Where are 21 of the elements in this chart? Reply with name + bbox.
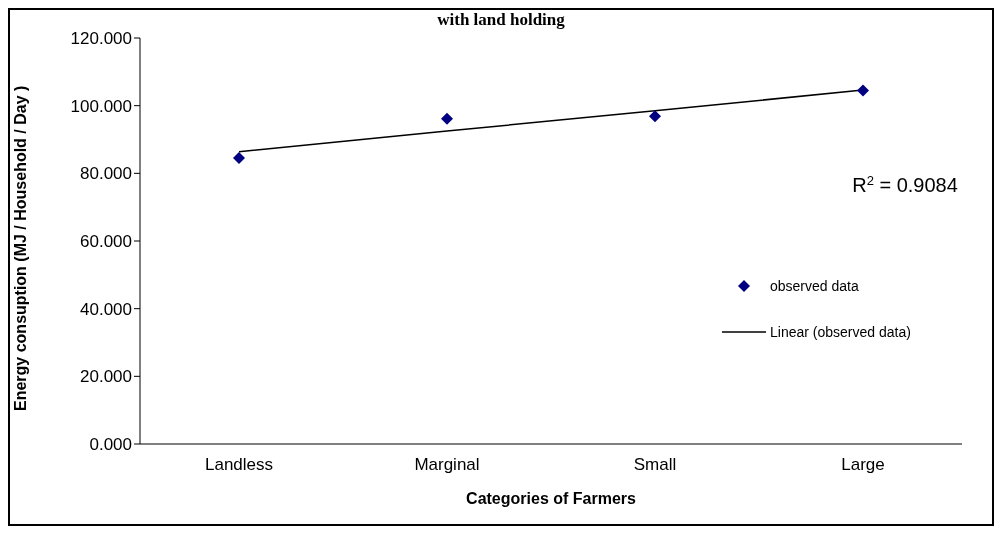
y-tick-label: 60.000 <box>80 232 132 252</box>
y-tick-label: 100.000 <box>70 96 132 116</box>
legend-label: Linear (observed data) <box>770 324 911 340</box>
point <box>233 152 245 165</box>
y-tick-label: 120.000 <box>70 29 132 49</box>
x-tick-label: Marginal <box>414 455 480 475</box>
point <box>649 110 661 123</box>
y-tick-label: 40.000 <box>80 299 132 319</box>
x-tick-label: Large <box>841 455 885 475</box>
x-axis-title: Categories of Farmers <box>466 490 637 507</box>
annotation: R$^{2}$ = 0.9084 <box>852 172 958 196</box>
y-axis-title: Energy consuption (MJ / Household / Day ) <box>11 85 29 411</box>
y-tick-label: 0.000 <box>89 435 132 455</box>
x-tick-label: Small <box>633 455 677 475</box>
point <box>857 84 869 97</box>
y-tick-label: 80.000 <box>80 164 132 184</box>
chart-title: with land holding <box>437 10 565 29</box>
legend-label: observed data <box>770 278 859 294</box>
x-tick-label: Landless <box>204 455 274 475</box>
point <box>441 112 453 125</box>
y-tick-label: 20.000 <box>80 367 132 387</box>
